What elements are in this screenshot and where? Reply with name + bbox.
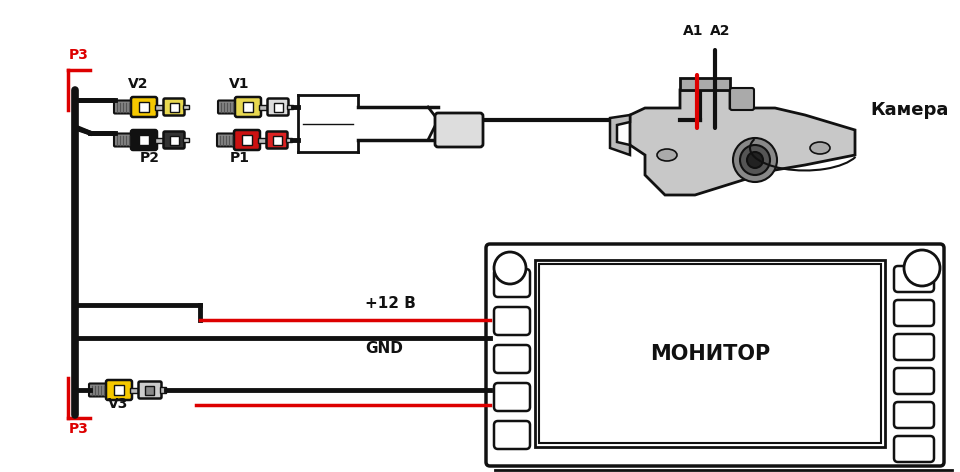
- Polygon shape: [680, 78, 730, 90]
- FancyBboxPatch shape: [155, 104, 163, 110]
- FancyBboxPatch shape: [494, 269, 530, 297]
- Polygon shape: [630, 90, 855, 195]
- FancyBboxPatch shape: [243, 102, 252, 112]
- FancyBboxPatch shape: [494, 345, 530, 373]
- FancyBboxPatch shape: [114, 101, 134, 113]
- Circle shape: [904, 250, 940, 286]
- Circle shape: [740, 145, 770, 175]
- FancyBboxPatch shape: [268, 99, 289, 116]
- Ellipse shape: [657, 149, 677, 161]
- FancyBboxPatch shape: [242, 135, 252, 145]
- FancyBboxPatch shape: [259, 104, 267, 110]
- FancyBboxPatch shape: [113, 385, 124, 395]
- FancyBboxPatch shape: [435, 113, 483, 147]
- FancyBboxPatch shape: [494, 383, 530, 411]
- FancyBboxPatch shape: [494, 307, 530, 335]
- FancyBboxPatch shape: [183, 138, 189, 142]
- FancyBboxPatch shape: [217, 134, 237, 146]
- FancyBboxPatch shape: [183, 105, 189, 109]
- Text: P3: P3: [69, 48, 89, 62]
- FancyBboxPatch shape: [160, 387, 166, 393]
- Text: P1: P1: [230, 151, 250, 165]
- FancyBboxPatch shape: [131, 130, 157, 150]
- FancyBboxPatch shape: [894, 334, 934, 360]
- FancyBboxPatch shape: [274, 102, 282, 111]
- FancyBboxPatch shape: [730, 88, 754, 110]
- FancyBboxPatch shape: [163, 99, 184, 116]
- Text: P2: P2: [140, 151, 160, 165]
- Text: A1: A1: [683, 24, 704, 38]
- FancyBboxPatch shape: [494, 421, 530, 449]
- FancyBboxPatch shape: [130, 388, 138, 393]
- FancyBboxPatch shape: [894, 436, 934, 462]
- FancyBboxPatch shape: [267, 132, 287, 149]
- FancyBboxPatch shape: [106, 380, 132, 400]
- FancyBboxPatch shape: [138, 381, 161, 398]
- Text: V3: V3: [108, 397, 129, 411]
- FancyBboxPatch shape: [894, 300, 934, 326]
- FancyBboxPatch shape: [114, 134, 134, 146]
- FancyBboxPatch shape: [235, 97, 261, 117]
- FancyBboxPatch shape: [218, 101, 238, 113]
- Text: P3: P3: [69, 422, 89, 436]
- Text: +12 В: +12 В: [365, 296, 416, 311]
- FancyBboxPatch shape: [89, 383, 109, 396]
- FancyBboxPatch shape: [170, 102, 179, 111]
- FancyBboxPatch shape: [894, 368, 934, 394]
- Text: Камера: Камера: [870, 101, 948, 119]
- FancyBboxPatch shape: [535, 260, 885, 447]
- FancyBboxPatch shape: [138, 135, 149, 145]
- FancyBboxPatch shape: [234, 130, 260, 150]
- Circle shape: [494, 252, 526, 284]
- Circle shape: [747, 152, 763, 168]
- Circle shape: [733, 138, 777, 182]
- Polygon shape: [610, 115, 630, 155]
- Text: A2: A2: [709, 24, 731, 38]
- FancyBboxPatch shape: [131, 97, 157, 117]
- Ellipse shape: [810, 142, 830, 154]
- Text: V1: V1: [228, 77, 250, 91]
- FancyBboxPatch shape: [894, 266, 934, 292]
- FancyBboxPatch shape: [163, 132, 184, 149]
- FancyBboxPatch shape: [145, 386, 154, 395]
- Text: GND: GND: [365, 341, 403, 356]
- FancyBboxPatch shape: [155, 137, 163, 143]
- Text: МОНИТОР: МОНИТОР: [650, 344, 770, 363]
- FancyBboxPatch shape: [894, 402, 934, 428]
- FancyBboxPatch shape: [273, 135, 281, 144]
- FancyBboxPatch shape: [539, 264, 881, 443]
- FancyBboxPatch shape: [287, 105, 293, 109]
- FancyBboxPatch shape: [170, 135, 179, 144]
- FancyBboxPatch shape: [286, 138, 292, 142]
- FancyBboxPatch shape: [486, 244, 944, 466]
- FancyBboxPatch shape: [138, 102, 149, 112]
- FancyBboxPatch shape: [258, 137, 266, 143]
- Text: V2: V2: [128, 77, 148, 91]
